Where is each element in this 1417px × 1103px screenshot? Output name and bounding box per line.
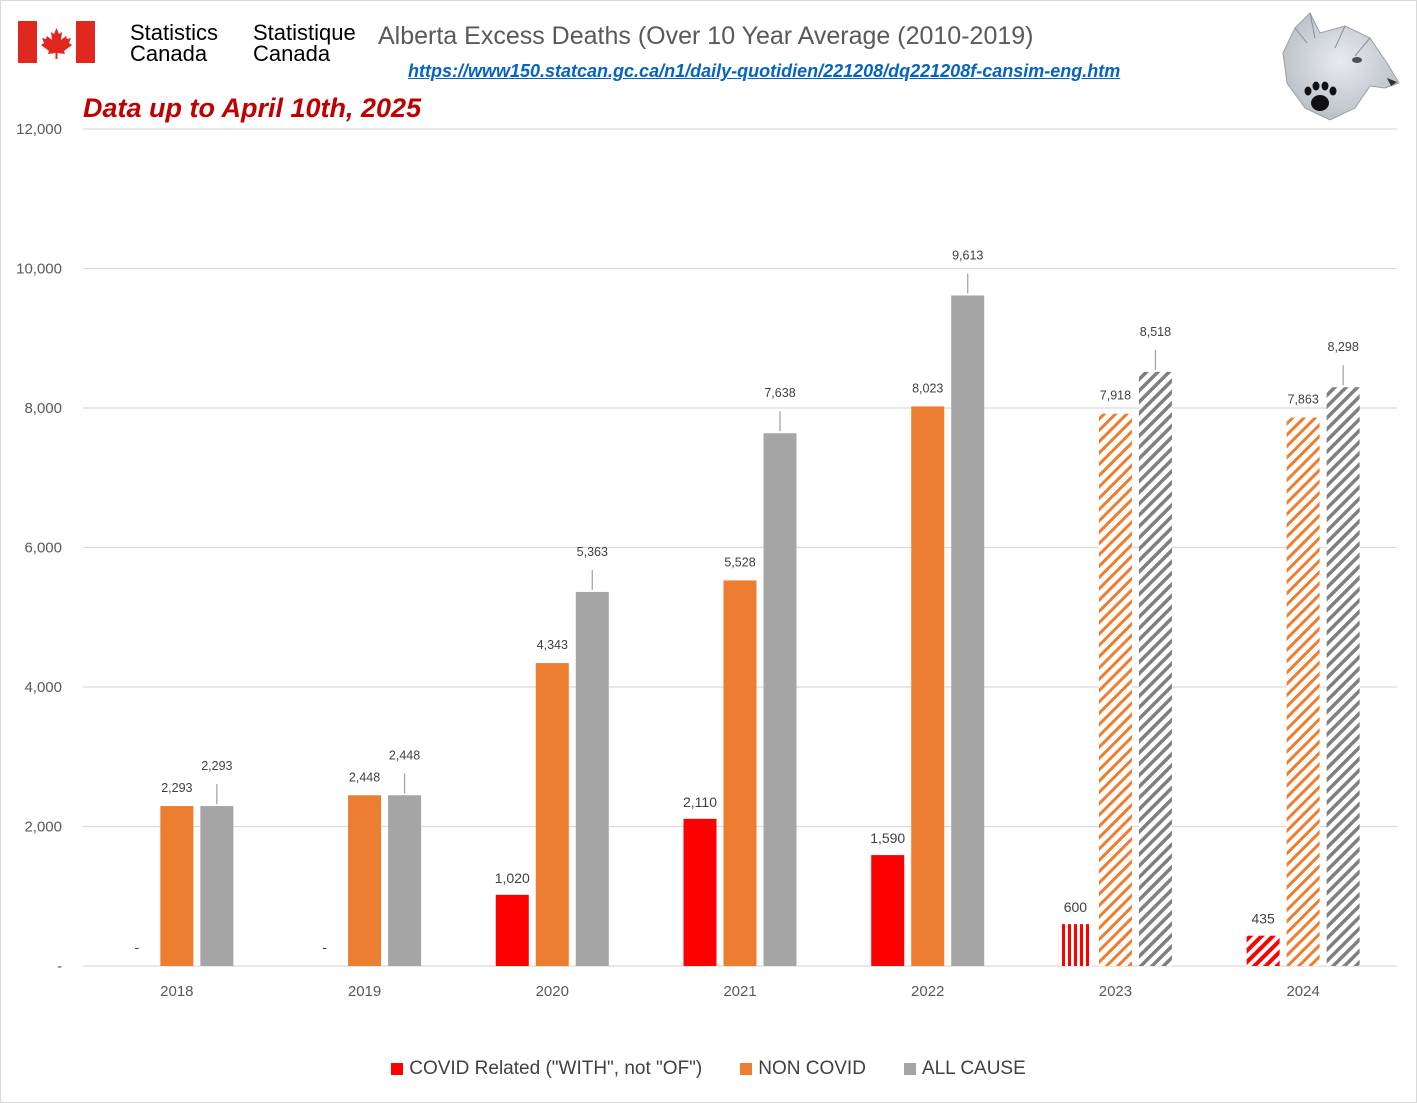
gridlines <box>83 128 1397 967</box>
bar-non-covid-2021 <box>723 580 757 966</box>
bar-all-cause-2018 <box>200 806 234 966</box>
x-tick-label: 2018 <box>160 983 193 1000</box>
y-tick-label: - <box>57 958 62 975</box>
data-label-non-covid: 8,023 <box>912 381 943 395</box>
data-label-covid: - <box>135 939 140 955</box>
wolf-logo-icon <box>1282 12 1400 121</box>
bar-all-cause-2022 <box>951 295 985 966</box>
y-tick-label: 8,000 <box>24 400 62 417</box>
data-label-all-cause: 2,293 <box>201 759 232 773</box>
data-label-covid: 2,110 <box>683 794 717 810</box>
bar-covid-2023 <box>1058 924 1092 966</box>
bar-covid-2024 <box>1246 935 1280 966</box>
data-label-non-covid: 4,343 <box>537 638 568 652</box>
bar-non-covid-2019 <box>348 795 382 966</box>
data-label-covid: - <box>322 939 327 955</box>
data-label-non-covid: 5,528 <box>724 555 755 569</box>
bar-all-cause-2024 <box>1326 387 1360 967</box>
legend-swatch-non-covid <box>740 1063 753 1075</box>
x-tick-label: 2019 <box>348 983 381 1000</box>
bar-covid-2020 <box>495 894 529 966</box>
bar-non-covid-2022 <box>911 406 945 966</box>
y-tick-label: 12,000 <box>16 121 62 138</box>
bar-covid-2021 <box>683 818 717 966</box>
bar-all-cause-2021 <box>763 433 797 966</box>
chart-title: Alberta Excess Deaths (Over 10 Year Aver… <box>378 22 1034 50</box>
legend-item-all-cause: ALL CAUSE <box>903 1058 1026 1080</box>
bars <box>160 295 1360 967</box>
data-label-covid: 1,020 <box>495 870 530 886</box>
bar-all-cause-2020 <box>575 591 609 966</box>
legend-item-covid: COVID Related ("WITH", not "OF") <box>391 1058 702 1080</box>
y-tick-label: 4,000 <box>24 679 62 696</box>
data-label-all-cause: 8,518 <box>1140 325 1171 339</box>
x-tick-label: 2020 <box>536 983 569 1000</box>
y-tick-label: 10,000 <box>16 261 62 278</box>
data-label-all-cause: 8,298 <box>1328 340 1359 354</box>
data-label-all-cause: 5,363 <box>577 545 608 559</box>
bar-non-covid-2020 <box>535 663 569 966</box>
bar-all-cause-2019 <box>388 795 422 966</box>
bar-non-covid-2018 <box>160 806 194 966</box>
chart-legend: COVID Related ("WITH", not "OF") NON COV… <box>0 1058 1417 1080</box>
x-tick-label: 2022 <box>911 983 944 1000</box>
data-label-covid: 1,590 <box>870 830 905 846</box>
statistics-canada-english-wordmark: Statistics Canada <box>130 20 219 66</box>
data-label-covid: 600 <box>1064 899 1088 915</box>
legend-item-non-covid: NON COVID <box>740 1058 866 1080</box>
y-tick-label: 2,000 <box>24 819 62 836</box>
data-label-all-cause: 2,448 <box>389 748 420 762</box>
source-link[interactable]: https://www150.statcan.gc.ca/n1/daily-qu… <box>408 61 1121 81</box>
bar-covid-2022 <box>871 855 905 966</box>
data-label-leader-lines <box>216 273 1344 805</box>
x-tick-label: 2021 <box>723 983 756 1000</box>
data-label-non-covid: 7,863 <box>1288 393 1319 407</box>
x-tick-label: 2024 <box>1286 983 1319 1000</box>
bar-non-covid-2024 <box>1286 417 1320 966</box>
x-axis-tick-labels: 2018 2019 2020 2021 2022 2023 2024 <box>160 983 1320 1000</box>
canada-flag-icon <box>18 21 95 63</box>
y-axis-tick-labels: - 2,000 4,000 6,000 8,000 10,000 12,000 <box>16 121 62 975</box>
data-label-non-covid: 2,293 <box>161 781 192 795</box>
legend-label-non-covid: NON COVID <box>758 1058 866 1079</box>
org-en-line1: Statistics <box>130 20 219 45</box>
org-fr-line1: Statistique <box>253 20 356 45</box>
data-label-covid: 435 <box>1251 911 1275 927</box>
data-label-all-cause: 9,613 <box>952 248 983 262</box>
data-label-non-covid: 2,448 <box>349 770 380 784</box>
bar-non-covid-2023 <box>1098 413 1132 967</box>
chart-subtitle: Data up to April 10th, 2025 <box>83 93 422 123</box>
org-en-line2: Canada <box>130 41 208 66</box>
org-fr-line2: Canada <box>253 41 331 66</box>
legend-label-covid: COVID Related ("WITH", not "OF") <box>409 1058 703 1079</box>
data-label-non-covid: 7,918 <box>1100 389 1131 403</box>
data-labels: - 2,293 2,293 - 2,448 2,448 1,020 4,343 5,363 2,1… <box>135 248 1359 955</box>
legend-swatch-covid <box>391 1063 404 1075</box>
y-tick-label: 6,000 <box>24 540 62 557</box>
data-label-all-cause: 7,638 <box>764 386 795 400</box>
bar-all-cause-2023 <box>1138 371 1172 966</box>
statistique-canada-french-wordmark: Statistique Canada <box>253 20 356 66</box>
legend-swatch-all-cause <box>903 1063 916 1075</box>
legend-label-all-cause: ALL CAUSE <box>921 1058 1026 1079</box>
x-tick-label: 2023 <box>1099 983 1132 1000</box>
